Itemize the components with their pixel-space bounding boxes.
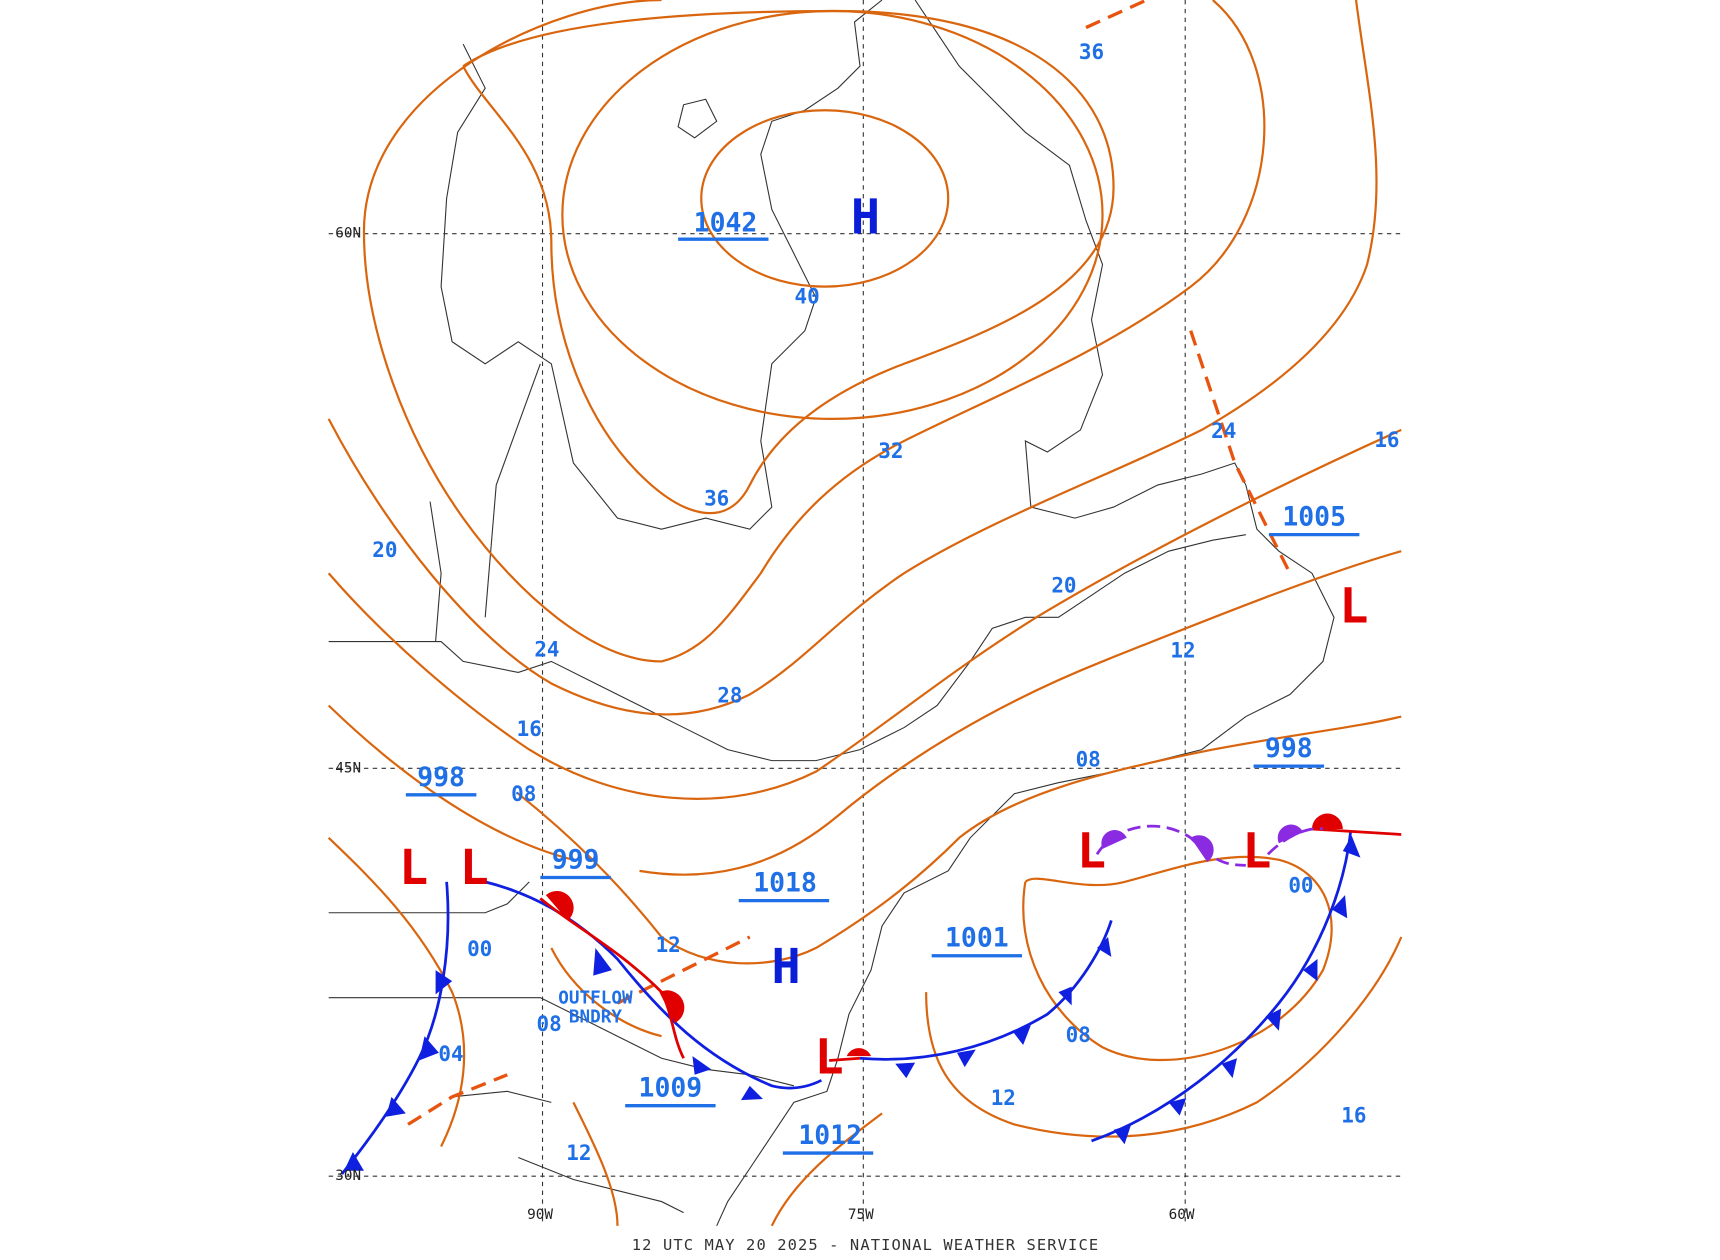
annotation: BNDRY — [569, 1007, 622, 1027]
isobar-label: 20 — [1051, 573, 1076, 597]
isobars — [327, 0, 1403, 1227]
isobar-labels: 36 40 36 32 28 24 20 16 08 00 04 08 12 1… — [372, 40, 1399, 1165]
pressure-value: 1018 — [753, 868, 817, 899]
low-symbol: L — [1339, 579, 1368, 635]
isobar-label: 16 — [1341, 1104, 1366, 1128]
fronts — [340, 813, 1402, 1175]
isobar-label: 04 — [438, 1042, 463, 1066]
troughs — [407, 0, 1292, 1126]
isobar-label: 08 — [1076, 748, 1101, 772]
isobar-label: 16 — [517, 717, 542, 741]
low-symbol: L — [815, 1029, 844, 1085]
high-symbol: H — [772, 939, 801, 995]
high-symbol: H — [851, 189, 880, 245]
isobar-label: 08 — [511, 782, 536, 806]
pressure-value: 1012 — [798, 1120, 862, 1151]
pressure-value: 998 — [1265, 733, 1313, 764]
lon-label: 90W — [527, 1207, 553, 1223]
pressure-value: 998 — [417, 762, 465, 793]
isobar-label: 00 — [467, 937, 492, 961]
footer: 12 UTC MAY 20 2025 - NATIONAL WEATHER SE… — [632, 1236, 1099, 1254]
lon-label: 75W — [848, 1207, 874, 1223]
pressure-value: 1005 — [1282, 502, 1346, 533]
isobar-label: 36 — [704, 486, 729, 510]
isobar-label: 12 — [656, 933, 681, 957]
low-symbol: L — [1242, 823, 1271, 879]
lat-label: 60N — [335, 226, 361, 242]
annotation: OUTFLOW — [558, 989, 633, 1009]
isobar-label: 08 — [1066, 1023, 1091, 1047]
low-symbol: L — [460, 840, 489, 896]
isobar-label: 40 — [794, 285, 819, 309]
lat-label: 45N — [335, 760, 361, 776]
coastlines — [328, 0, 1335, 1227]
pressure-value: 1001 — [945, 923, 1009, 954]
lat-lon-grid — [328, 0, 1402, 1226]
isobar-label: 00 — [1288, 873, 1313, 897]
isobar-label: 24 — [534, 637, 559, 661]
pressure-centers: H 1042 H 1018 L 998 L 999 L 1005 L 998 L… — [399, 189, 1368, 1155]
isobar-label: 16 — [1374, 428, 1399, 452]
low-symbol: L — [399, 840, 428, 896]
isobar-label: 08 — [537, 1012, 562, 1036]
isobar-label: 20 — [372, 538, 397, 562]
isobar-label: 12 — [991, 1086, 1016, 1110]
lon-label: 60W — [1169, 1207, 1195, 1223]
isobar-label: 12 — [566, 1141, 591, 1165]
isobar-label: 28 — [717, 684, 742, 708]
isobar-label: 36 — [1079, 40, 1104, 64]
isobar-label: 32 — [878, 439, 903, 463]
isobar-label: 12 — [1170, 638, 1195, 662]
lat-label: 30N — [335, 1168, 361, 1184]
pressure-value: 1042 — [694, 207, 758, 238]
pressure-value: 1009 — [639, 1073, 703, 1104]
low-symbol: L — [1077, 823, 1106, 879]
pressure-value: 999 — [552, 844, 600, 875]
isobar-label: 24 — [1211, 419, 1236, 443]
